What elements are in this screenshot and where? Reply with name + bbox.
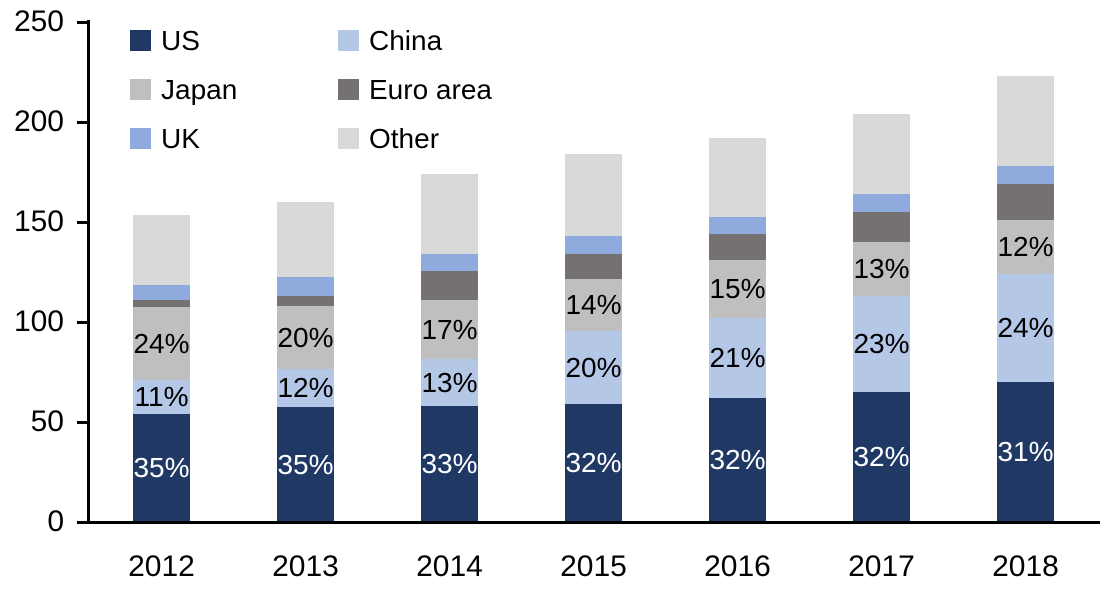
y-axis-tick xyxy=(77,421,88,424)
x-axis-label-2017: 2017 xyxy=(848,550,915,583)
x-axis-label-2018: 2018 xyxy=(992,550,1059,583)
segment-uk-2013 xyxy=(277,277,334,296)
legend-item-other: Other xyxy=(338,114,492,163)
legend-swatch-euro-area-icon xyxy=(338,79,359,100)
segment-euro-area-2018 xyxy=(997,184,1054,220)
segment-other-2012 xyxy=(133,215,190,285)
segment-china-2013 xyxy=(277,369,334,407)
segment-china-2014 xyxy=(421,359,478,406)
x-axis-label-2014: 2014 xyxy=(416,550,483,583)
legend-label-china: China xyxy=(369,24,443,56)
segment-us-2018 xyxy=(997,382,1054,522)
legend-item-china: China xyxy=(338,16,492,65)
segment-china-2017 xyxy=(853,296,910,392)
segment-euro-area-2012 xyxy=(133,300,190,307)
segment-japan-2017 xyxy=(853,242,910,296)
legend-label-uk: UK xyxy=(161,122,200,154)
segment-japan-2013 xyxy=(277,306,334,369)
y-axis-tick-label: 200 xyxy=(13,105,64,138)
legend: US China Japan Euro area UK Other xyxy=(130,16,492,163)
y-axis-line xyxy=(87,20,90,524)
segment-other-2018 xyxy=(997,76,1054,166)
segment-uk-2017 xyxy=(853,194,910,212)
y-axis-tick-label: 150 xyxy=(13,205,64,238)
segment-china-2018 xyxy=(997,274,1054,382)
y-axis-tick xyxy=(77,121,88,124)
segment-us-2012 xyxy=(133,414,190,522)
segment-china-2016 xyxy=(709,318,766,398)
segment-japan-2012 xyxy=(133,307,190,380)
y-axis-tick xyxy=(77,321,88,324)
legend-label-euro-area: Euro area xyxy=(369,73,492,105)
legend-swatch-china-icon xyxy=(338,30,359,51)
segment-japan-2016 xyxy=(709,260,766,318)
x-axis-label-2013: 2013 xyxy=(272,550,339,583)
legend-item-euro-area: Euro area xyxy=(338,65,492,114)
segment-uk-2015 xyxy=(565,236,622,254)
segment-japan-2018 xyxy=(997,220,1054,274)
legend-swatch-uk-icon xyxy=(130,128,151,149)
segment-other-2015 xyxy=(565,154,622,236)
x-axis-line xyxy=(87,521,1100,524)
segment-other-2014 xyxy=(421,174,478,254)
segment-us-2015 xyxy=(565,404,622,522)
segment-china-2015 xyxy=(565,331,622,404)
segment-euro-area-2014 xyxy=(421,271,478,300)
segment-japan-2014 xyxy=(421,300,478,359)
x-axis-label-2012: 2012 xyxy=(128,550,195,583)
legend-swatch-japan-icon xyxy=(130,79,151,100)
legend-label-japan: Japan xyxy=(161,73,238,105)
y-axis-tick xyxy=(77,521,88,524)
segment-euro-area-2016 xyxy=(709,234,766,260)
segment-other-2013 xyxy=(277,202,334,277)
segment-other-2017 xyxy=(853,114,910,194)
segment-uk-2016 xyxy=(709,217,766,234)
y-axis-tick-label: 50 xyxy=(30,405,64,438)
legend-item-us: US xyxy=(130,16,338,65)
segment-euro-area-2017 xyxy=(853,212,910,242)
y-axis-tick-label: 0 xyxy=(47,505,64,538)
segment-china-2012 xyxy=(133,380,190,414)
x-axis-label-2016: 2016 xyxy=(704,550,771,583)
segment-euro-area-2013 xyxy=(277,296,334,306)
y-axis-tick xyxy=(77,21,88,24)
segment-euro-area-2015 xyxy=(565,254,622,279)
segment-uk-2018 xyxy=(997,166,1054,184)
y-axis-tick xyxy=(77,221,88,224)
segment-japan-2015 xyxy=(565,279,622,331)
legend-label-other: Other xyxy=(369,122,440,154)
segment-other-2016 xyxy=(709,138,766,217)
segment-us-2014 xyxy=(421,406,478,522)
y-axis-tick-label: 250 xyxy=(13,5,64,38)
segment-uk-2012 xyxy=(133,285,190,300)
legend-item-uk: UK xyxy=(130,114,338,163)
segment-us-2016 xyxy=(709,398,766,522)
segment-us-2013 xyxy=(277,407,334,522)
legend-label-us: US xyxy=(161,24,200,56)
segment-us-2017 xyxy=(853,392,910,522)
y-axis-tick-label: 100 xyxy=(13,305,64,338)
legend-item-japan: Japan xyxy=(130,65,338,114)
legend-swatch-other-icon xyxy=(338,128,359,149)
legend-swatch-us-icon xyxy=(130,30,151,51)
segment-uk-2014 xyxy=(421,254,478,271)
x-axis-label-2015: 2015 xyxy=(560,550,627,583)
